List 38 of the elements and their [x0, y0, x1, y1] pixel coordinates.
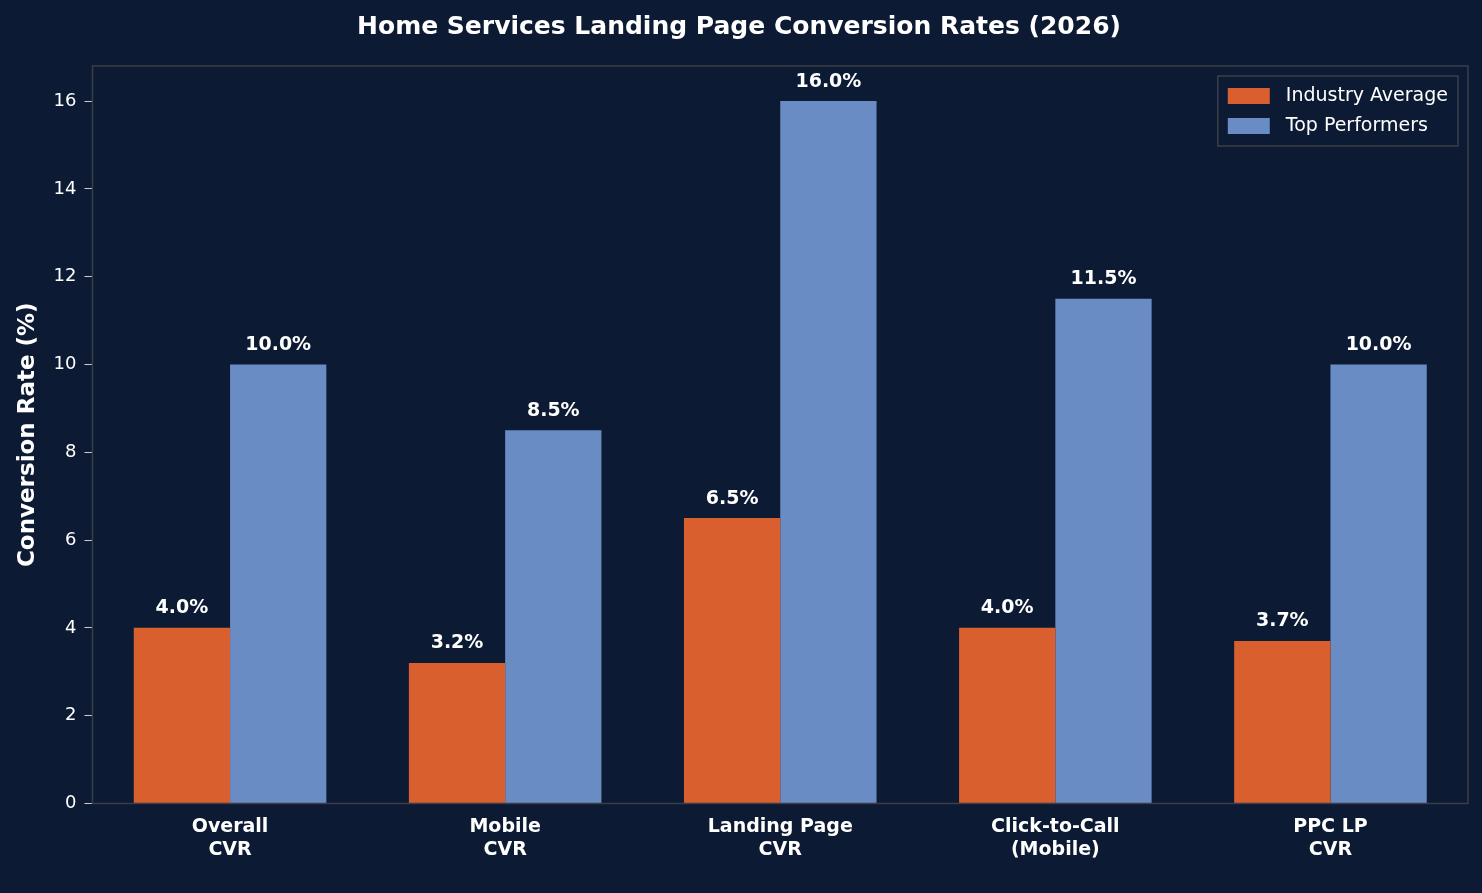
y-tick-label: 2	[65, 703, 77, 725]
y-tick-label: 10	[53, 352, 77, 374]
bar	[959, 627, 1056, 803]
legend-label: Top Performers	[1284, 112, 1428, 135]
data-label: 4.0%	[155, 595, 209, 618]
y-tick-label: 6	[65, 527, 77, 549]
data-label: 11.5%	[1070, 266, 1137, 289]
legend-label: Industry Average	[1285, 82, 1448, 105]
data-label: 16.0%	[795, 68, 862, 91]
y-tick-label: 4	[65, 615, 77, 637]
bar	[133, 627, 231, 803]
bar	[780, 101, 877, 803]
x-tick-label: Mobile CVR	[469, 813, 541, 859]
data-label: 10.0%	[245, 331, 312, 354]
data-label: 6.5%	[705, 485, 759, 508]
x-tick-label: Landing Page CVR	[707, 813, 853, 859]
bar	[1055, 298, 1152, 803]
x-tick-label: Click-to-Call (Mobile)	[991, 813, 1120, 859]
chart-title: Home Services Landing Page Conversion Rates (2026)	[357, 10, 1121, 40]
y-axis-title: Conversion Rate (%)	[12, 302, 39, 568]
bar	[230, 364, 327, 803]
data-label: 4.0%	[980, 595, 1034, 618]
bar	[408, 662, 506, 803]
y-tick-label: 16	[53, 88, 77, 110]
bar	[505, 430, 602, 803]
data-label: 3.7%	[1255, 608, 1309, 631]
bar	[683, 518, 781, 803]
x-tick-label: Overall CVR	[191, 813, 269, 859]
x-tick-label: PPC LP CVR	[1293, 813, 1368, 859]
bar	[1234, 641, 1331, 803]
data-label: 10.0%	[1345, 331, 1412, 354]
y-tick-label: 0	[65, 791, 77, 813]
bar	[1330, 364, 1427, 803]
y-tick-label: 14	[53, 176, 77, 198]
y-tick-label: 12	[53, 264, 77, 286]
data-label: 3.2%	[430, 630, 484, 653]
data-label: 8.5%	[526, 397, 580, 420]
y-tick-label: 8	[65, 439, 77, 461]
